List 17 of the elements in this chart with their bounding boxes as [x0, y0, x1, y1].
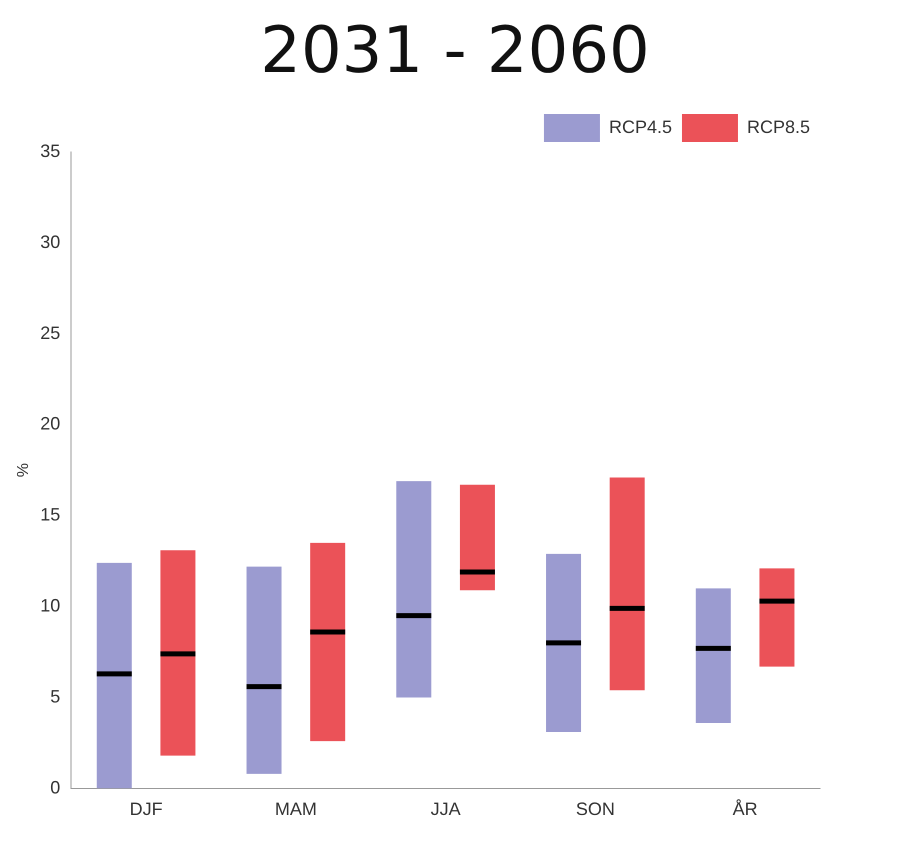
y-tick-label: 35 — [40, 140, 60, 161]
x-tick-label: MAM — [274, 799, 317, 820]
legend-label: RCP4.5 — [608, 116, 672, 137]
x-tick-label: SON — [576, 799, 615, 820]
y-axis-title: % — [15, 463, 32, 478]
x-tick-label: DJF — [130, 799, 163, 820]
legend-label: RCP8.5 — [746, 116, 810, 137]
y-tick-label: 0 — [50, 777, 60, 798]
y-tick-label: 15 — [40, 504, 60, 525]
y-tick-label: 5 — [50, 686, 60, 706]
x-tick-label: ÅR — [732, 799, 758, 820]
chart-title: 2031 - 2060 — [259, 14, 651, 90]
y-tick-label: 30 — [40, 232, 60, 252]
y-tick-label: 10 — [40, 596, 60, 616]
x-tick-label: JJA — [430, 799, 461, 820]
y-tick-label: 25 — [40, 322, 60, 343]
y-tick-label: 20 — [40, 414, 60, 434]
